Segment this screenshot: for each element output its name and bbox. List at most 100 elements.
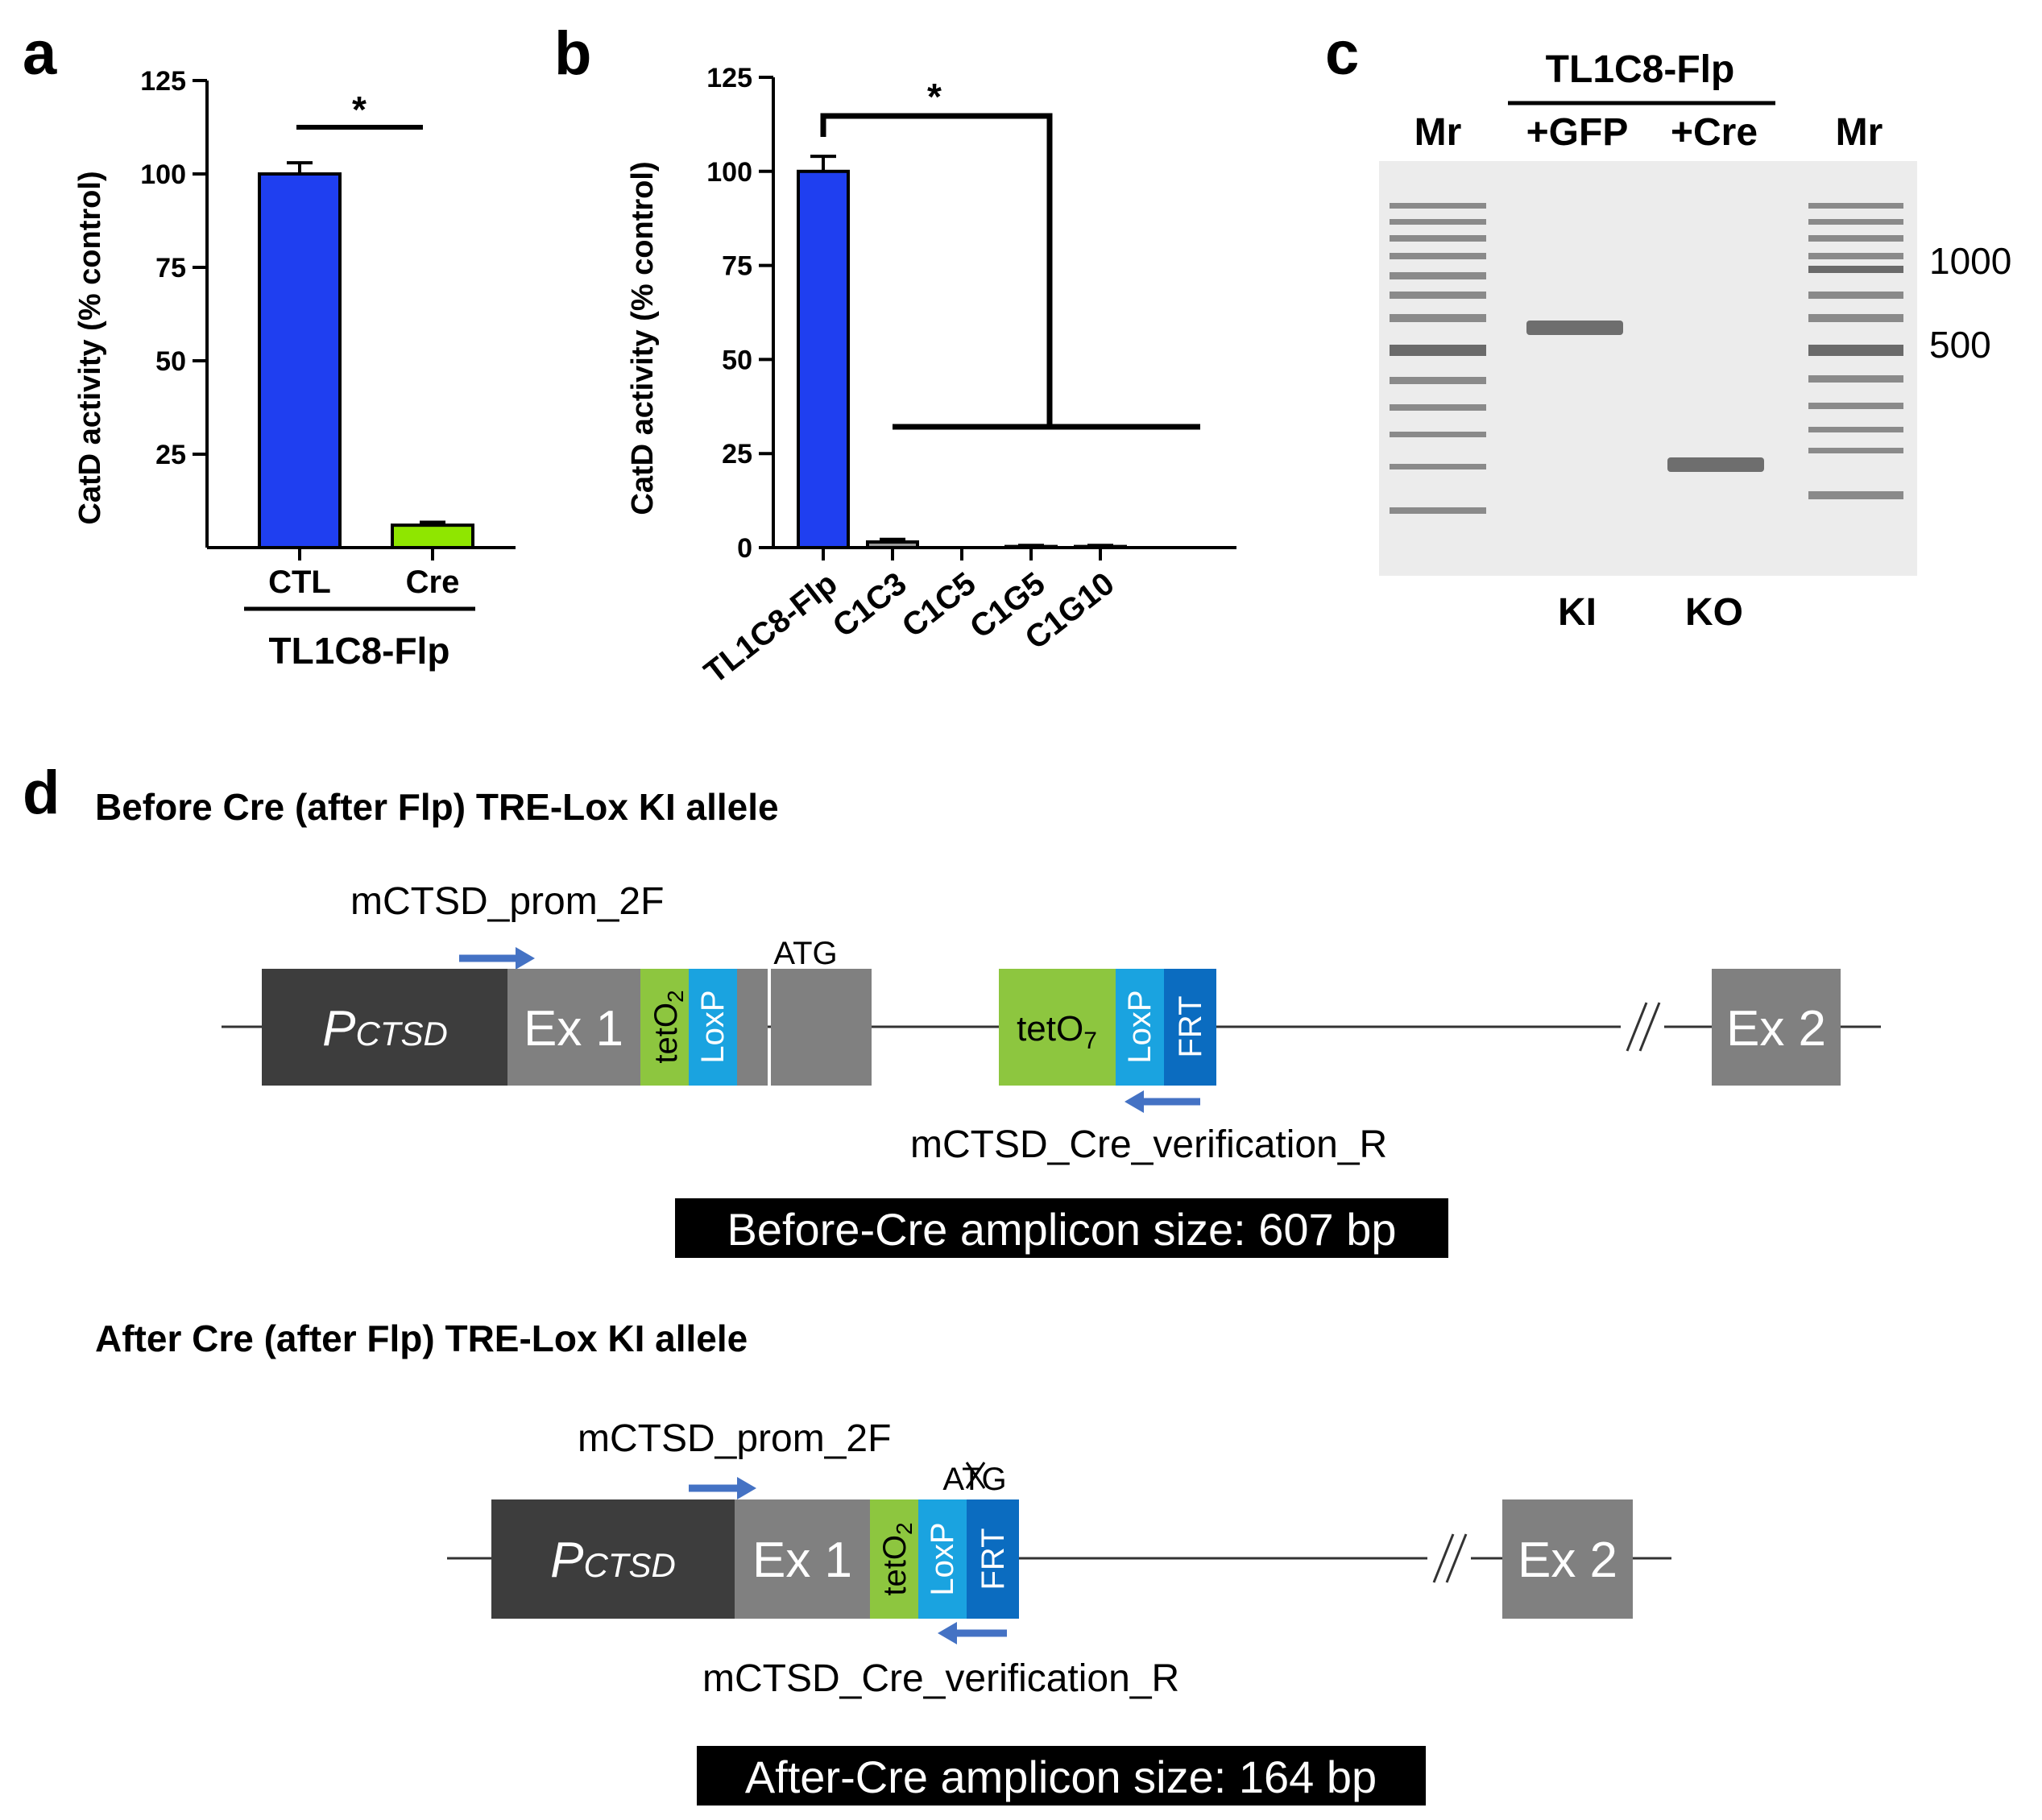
panel-b-letter: b: [554, 19, 591, 88]
after-frt-label: FRT: [975, 1528, 1011, 1590]
before-loxp-label: LoxP: [695, 990, 731, 1063]
chart-a-significance-star: *: [352, 89, 367, 130]
before-reverse-primer-arrow-icon: [1125, 1090, 1200, 1113]
gel-image: [1379, 161, 1917, 576]
after-atg-label: ATG: [942, 1462, 1006, 1497]
gel-group-header: TL1C8-Flp: [1546, 48, 1735, 91]
gel-size-1000: 1000: [1929, 240, 2011, 282]
panel-a-letter: a: [23, 19, 57, 88]
after-cre-diagram: After Cre (after Flp) TRE-Lox KI allele …: [95, 1317, 1671, 1806]
chart-b-ylabel: CatD activity (% control): [626, 161, 660, 515]
before-teto2-box: [640, 969, 689, 1086]
before-teto2-label: tetO2: [648, 990, 688, 1063]
before-loxp-box: [689, 969, 737, 1086]
chart-b-ytick-label: 75: [722, 251, 752, 282]
before-loxp2-label: LoxP: [1122, 990, 1158, 1063]
before-exon2-label: Ex 2: [1726, 1001, 1826, 1057]
gel-bottom-label-ki: KI: [1558, 591, 1597, 634]
chart-b-significance-star: *: [927, 76, 942, 118]
chart-b-y-ticks: 0 25 50 75 100 125: [706, 63, 773, 564]
before-break-icon: [1621, 1002, 1664, 1052]
chart-b-bar-c1c3: [866, 540, 919, 550]
before-teto7-label: tetO7: [1017, 1009, 1097, 1054]
chart-a-x-labels: CTL Cre: [268, 548, 459, 600]
after-break-icon: [1427, 1533, 1471, 1583]
after-promoter-label: PCTSD: [550, 1533, 676, 1588]
gel-lane-label-gfp: +GFP: [1526, 111, 1629, 154]
chart-a-ytick-label: 25: [155, 440, 186, 470]
chart-a-group-label: TL1C8-Flp: [269, 630, 450, 672]
before-atg-box: [771, 969, 872, 1086]
chart-b-ytick-label: 50: [722, 345, 752, 375]
after-loxp-box: [918, 1499, 967, 1619]
before-cre-diagram: Before Cre (after Flp) TRE-Lox KI allele…: [95, 786, 1881, 1258]
after-exon2-label: Ex 2: [1518, 1533, 1617, 1588]
after-cre-title: After Cre (after Flp) TRE-Lox KI allele: [95, 1317, 748, 1359]
chart-a-bars: [258, 161, 474, 549]
chart-a-y-ticks: 25 50 75 100 125: [140, 66, 207, 470]
before-promoter-box: [262, 969, 507, 1086]
after-forward-primer-label: mCTSD_prom_2F: [578, 1417, 891, 1460]
gel-size-500: 500: [1929, 324, 1991, 366]
before-exon1-box: [507, 969, 640, 1086]
gel-ladder-right: [1808, 203, 1903, 499]
gel-panel: TL1C8-Flp Mr +GFP +Cre Mr: [1379, 48, 2011, 634]
after-atg-strike-icon: [965, 1462, 986, 1489]
after-amplicon-box: [697, 1746, 1426, 1806]
before-reverse-primer-label: mCTSD_Cre_verification_R: [910, 1123, 1387, 1166]
before-exon1-label: Ex 1: [524, 1001, 623, 1057]
chart-b-ytick-label: 100: [706, 157, 752, 188]
after-exon1-label: Ex 1: [752, 1533, 852, 1588]
before-atg-label: ATG: [773, 936, 837, 971]
after-forward-primer-arrow-icon: [689, 1477, 756, 1499]
gel-lane-label-cre: +Cre: [1671, 111, 1758, 154]
after-frt-box: [967, 1499, 1019, 1619]
before-cre-title: Before Cre (after Flp) TRE-Lox KI allele: [95, 786, 779, 828]
chart-b-ytick-label: 0: [737, 533, 752, 564]
chart-b-ytick-label: 25: [722, 439, 752, 469]
before-frt-label: FRT: [1173, 995, 1208, 1057]
after-teto2-box: [870, 1499, 918, 1619]
after-reverse-primer-arrow-icon: [938, 1622, 1007, 1644]
chart-b: CatD activity (% control) 0255075100125 …: [626, 63, 1236, 690]
chart-b-xtick-label: C1C3: [826, 565, 913, 644]
chart-a-ytick-label: 125: [140, 66, 186, 97]
before-forward-primer-arrow-icon: [459, 947, 535, 970]
panel-d-letter: d: [23, 759, 60, 827]
panel-c-letter: c: [1325, 19, 1359, 88]
gel-lane-label-mr-right: Mr: [1836, 111, 1883, 154]
before-frt-box: [1164, 969, 1216, 1086]
chart-a-ylabel: CatD activity (% control): [73, 171, 107, 524]
after-exon1-box: [735, 1499, 870, 1619]
before-exon1-tail-box: [737, 969, 768, 1086]
chart-a-ytick-label: 50: [155, 346, 186, 377]
gel-ladder-left: [1390, 203, 1486, 514]
after-promoter-box: [491, 1499, 735, 1619]
after-amplicon-label: After-Cre amplicon size: 164 bp: [745, 1752, 1377, 1802]
chart-a-ytick-label: 75: [155, 253, 186, 283]
chart-a-ytick-label: 100: [140, 159, 186, 190]
chart-a-bar-cre: [391, 523, 474, 549]
before-exon2-box: [1712, 969, 1841, 1086]
before-promoter-label: PCTSD: [322, 1001, 448, 1057]
chart-a-xtick-label: Cre: [406, 565, 460, 600]
before-forward-primer-label: mCTSD_prom_2F: [350, 880, 664, 923]
before-loxp2-box: [1116, 969, 1164, 1086]
after-loxp-label: LoxP: [925, 1522, 960, 1595]
chart-b-ytick-label: 125: [706, 63, 752, 93]
chart-a-xtick-label: CTL: [268, 565, 331, 600]
before-amplicon-box: [675, 1198, 1448, 1258]
before-teto7-box: [999, 969, 1116, 1086]
after-reverse-primer-label: mCTSD_Cre_verification_R: [702, 1657, 1179, 1700]
chart-b-xtick-label: C1C5: [896, 565, 983, 644]
gel-band-ko: [1667, 457, 1764, 472]
after-teto2-label: tetO2: [877, 1522, 917, 1595]
gel-bottom-label-ko: KO: [1685, 591, 1743, 634]
chart-a-bar-ctl: [258, 172, 342, 549]
gel-band-ki: [1526, 321, 1623, 335]
after-exon2-box: [1502, 1499, 1633, 1619]
gel-lane-label-mr-left: Mr: [1414, 111, 1462, 154]
chart-a: CatD activity (% control) 25 50 75 100 125 C…: [73, 66, 516, 672]
chart-b-bars: [797, 155, 1127, 550]
